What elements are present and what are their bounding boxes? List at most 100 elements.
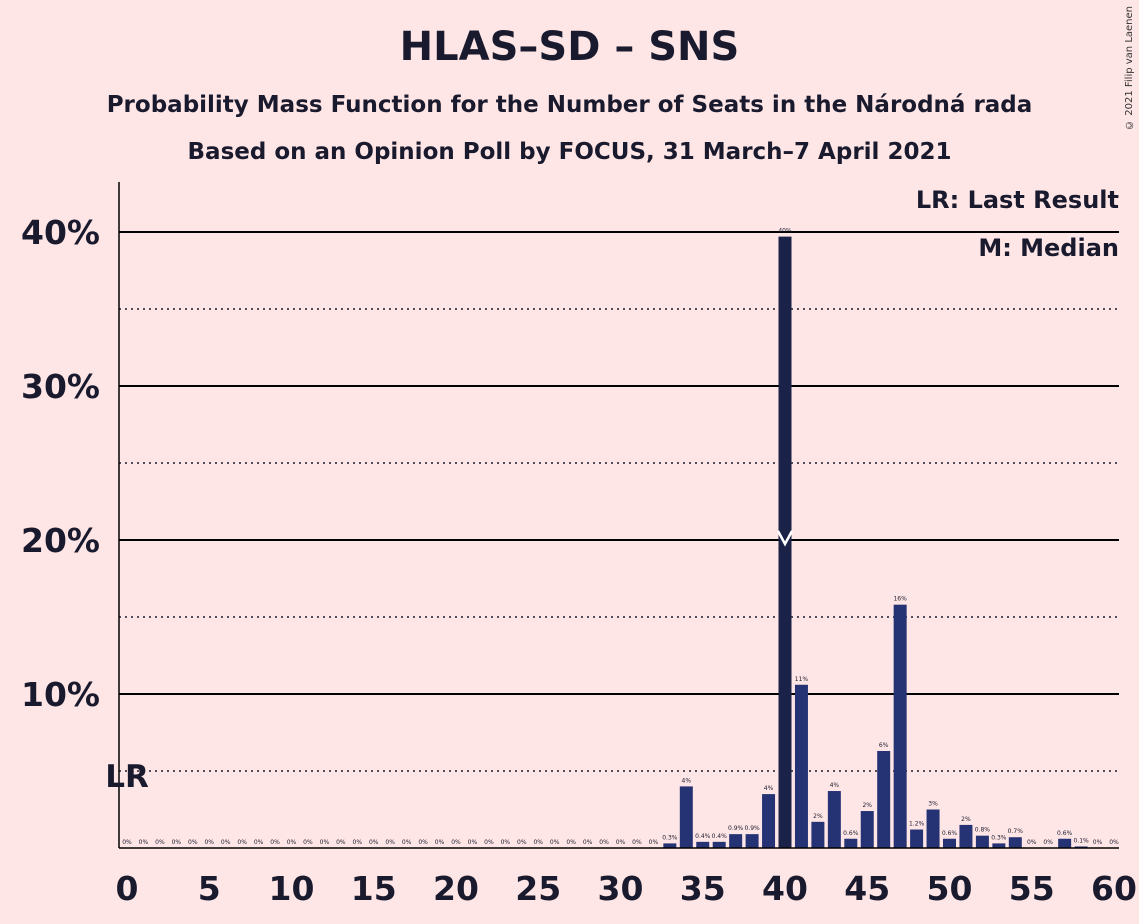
bar-value-label: 0% — [451, 839, 461, 846]
bar-value-label: 0% — [172, 839, 182, 846]
bar-value-label: 0.6% — [1057, 830, 1073, 837]
bar-seats-42 — [811, 821, 825, 848]
bar-value-label: 0% — [418, 839, 428, 846]
median-marker — [776, 530, 794, 547]
bar-seats-49 — [926, 809, 940, 848]
bar-value-label: 0% — [385, 839, 395, 846]
x-tick-label: 30 — [598, 869, 644, 908]
x-tick-label: 45 — [844, 869, 890, 908]
bar-value-label: 4% — [764, 785, 774, 792]
x-tick-label: 25 — [515, 869, 561, 908]
bar-value-label: 1.2% — [909, 821, 925, 828]
bar-value-label: 0% — [139, 839, 149, 846]
bar-seats-33 — [663, 843, 677, 848]
bar-value-label: 0% — [616, 839, 626, 846]
bar-seats-50 — [943, 838, 956, 848]
bar-value-label: 0% — [435, 839, 445, 846]
bar-value-label: 0% — [320, 839, 330, 846]
bar-value-label: 4% — [682, 777, 692, 784]
chart-subtitle: Probability Mass Function for the Number… — [106, 92, 1033, 118]
bar-value-label: 0.7% — [1008, 828, 1024, 835]
chart-subtitle-source: Based on an Opinion Poll by FOCUS, 31 Ma… — [187, 139, 952, 165]
bar-seats-47 — [893, 604, 907, 848]
bar-seats-53 — [992, 843, 1006, 848]
bar-seats-52 — [975, 835, 989, 848]
bar-value-label: 0% — [583, 839, 593, 846]
x-tick-label: 10 — [269, 869, 315, 908]
x-tick-label: 35 — [680, 869, 726, 908]
bar-seats-38 — [745, 834, 759, 848]
bar-value-label: 0% — [599, 839, 609, 846]
bar-value-label: 0% — [336, 839, 346, 846]
bar-value-label: 16% — [893, 596, 907, 603]
bar-value-label: 0.6% — [942, 830, 958, 837]
y-tick-label: 40% — [21, 213, 100, 252]
bar-value-label: 0% — [501, 839, 511, 846]
x-tick-label: 60 — [1091, 869, 1137, 908]
bar-value-label: 40% — [778, 228, 792, 235]
bar-value-label: 0.9% — [744, 825, 760, 832]
bars — [663, 236, 1088, 848]
x-tick-label: 50 — [927, 869, 973, 908]
bar-value-label: 0% — [533, 839, 543, 846]
bar-seats-36 — [712, 841, 726, 848]
bar-value-label: 0.1% — [1073, 837, 1089, 844]
bar-value-label: 0% — [517, 839, 527, 846]
legend-last-result: LR: Last Result — [915, 186, 1119, 214]
axes: 10% 20% 30% 40% 0 5 10 15 20 25 30 35 40 45 50 55 60 LR — [21, 182, 1137, 908]
y-tick-label: 30% — [21, 367, 100, 406]
bar-seats-35 — [696, 841, 710, 848]
bar-value-label: 0.4% — [712, 833, 728, 840]
bar-value-label: 0.4% — [695, 833, 711, 840]
bar-value-label: 0% — [402, 839, 412, 846]
x-tick-label: 40 — [762, 869, 808, 908]
bar-value-label: 2% — [862, 802, 872, 809]
bar-value-label: 2% — [961, 816, 971, 823]
bar-value-label: 0% — [1027, 839, 1037, 846]
bar-value-label: 0% — [649, 839, 659, 846]
x-tick-label: 15 — [351, 869, 397, 908]
bar-seats-57 — [1058, 838, 1072, 848]
bar-value-label: 0.3% — [991, 834, 1007, 841]
y-tick-label: 10% — [21, 675, 100, 714]
bar-seats-34 — [679, 786, 693, 848]
bar-value-label: 0% — [1109, 839, 1119, 846]
bar-value-label: 0.8% — [975, 827, 991, 834]
bar-value-label: 2% — [813, 813, 823, 820]
bar-value-label: 0% — [1043, 839, 1053, 846]
x-tick-label: 0 — [116, 869, 139, 908]
bar-seats-51 — [959, 824, 973, 848]
bar-value-label: 0% — [237, 839, 247, 846]
bar-labels: 0% 0% 0% 0% 0% 0% 0% 0% 0% 0% 0% 0% 0% 0% 0% 0% 0% 0% 0% 0%… — [122, 228, 1119, 846]
x-tick-label: 20 — [433, 869, 479, 908]
bar-value-label: 11% — [795, 676, 809, 683]
bar-value-label: 0% — [566, 839, 576, 846]
bar-value-label: 0% — [632, 839, 642, 846]
bar-value-label: 0% — [188, 839, 198, 846]
bar-seats-46 — [877, 750, 891, 848]
bar-value-label: 0% — [1093, 839, 1103, 846]
bar-seats-43 — [827, 791, 841, 848]
bar-value-label: 0% — [122, 839, 132, 846]
bar-value-label: 0% — [204, 839, 214, 846]
bar-value-label: 0% — [550, 839, 560, 846]
bar-seats-41 — [794, 684, 808, 848]
bar-value-label: 0% — [287, 839, 297, 846]
bar-seats-58 — [1074, 846, 1088, 848]
bar-value-label: 0.6% — [843, 830, 859, 837]
bar-seats-37 — [729, 834, 743, 848]
bar-value-label: 0% — [369, 839, 379, 846]
x-tick-label: 5 — [198, 869, 221, 908]
bar-seats-39 — [762, 794, 776, 848]
bar-value-label: 0% — [303, 839, 313, 846]
bar-value-label: 0% — [270, 839, 280, 846]
bar-value-label: 0.9% — [728, 825, 744, 832]
y-tick-label: 20% — [21, 521, 100, 560]
bar-value-label: 0% — [221, 839, 231, 846]
bar-value-label: 0% — [155, 839, 165, 846]
bar-seats-45 — [860, 811, 874, 848]
bar-value-label: 0% — [468, 839, 478, 846]
legend-median: M: Median — [978, 234, 1119, 262]
